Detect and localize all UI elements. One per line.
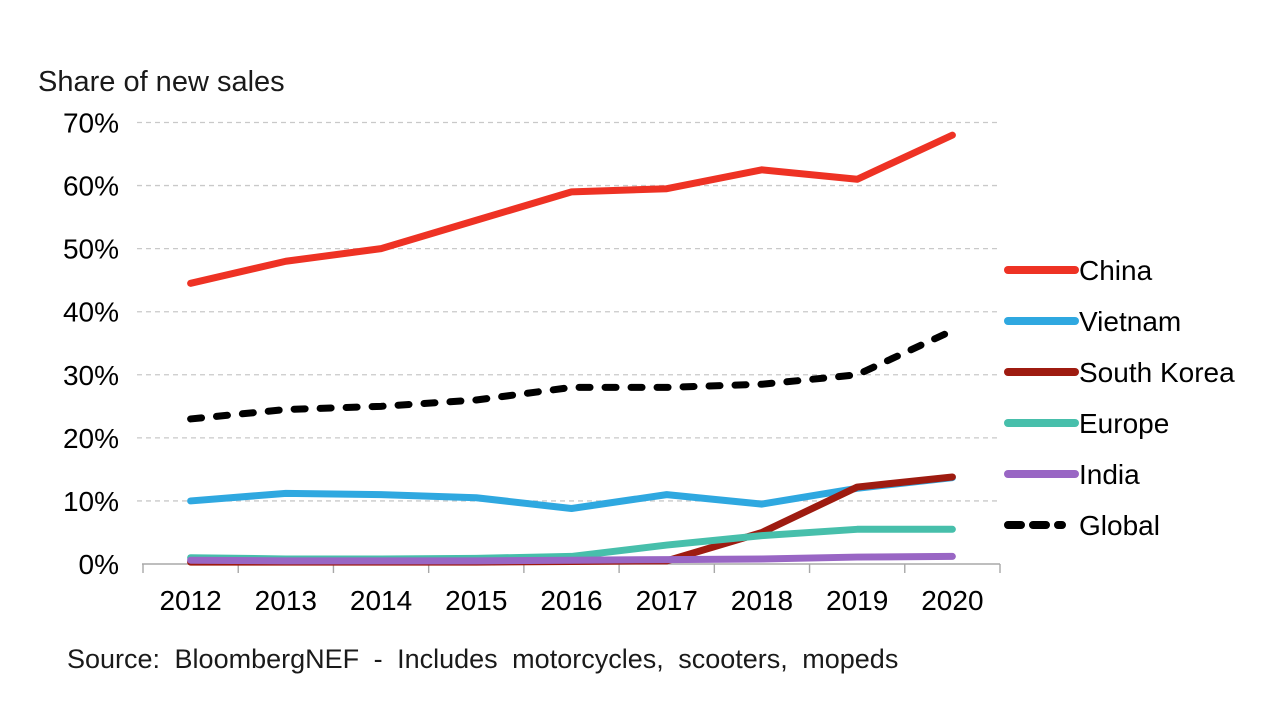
- y-axis-label-0: 0%: [79, 549, 119, 580]
- y-axis-label-30: 30%: [63, 360, 119, 391]
- series-line-vietnam: [187, 474, 956, 512]
- legend-label-europe: Europe: [1079, 408, 1169, 439]
- series-line-global: [187, 327, 956, 423]
- chart-title: Share of new sales: [38, 66, 285, 98]
- x-axis-label-2015: 2015: [445, 585, 507, 616]
- gridlines: [137, 121, 1000, 502]
- legend-item-global: Global: [1004, 510, 1160, 541]
- x-axis-label-2016: 2016: [540, 585, 602, 616]
- x-axis-label-2017: 2017: [636, 585, 698, 616]
- x-axis-label-2020: 2020: [921, 585, 983, 616]
- legend-item-china: China: [1004, 255, 1153, 286]
- x-axis-label-2014: 2014: [350, 585, 412, 616]
- x-axis-label-2012: 2012: [159, 585, 221, 616]
- x-axis-label-2019: 2019: [826, 585, 888, 616]
- series-line-china: [187, 131, 956, 287]
- y-axis-label-40: 40%: [63, 297, 119, 328]
- legend-label-global: Global: [1079, 510, 1160, 541]
- legend-item-india: India: [1004, 459, 1140, 490]
- legend-item-vietnam: Vietnam: [1004, 306, 1181, 337]
- y-axis-label-10: 10%: [63, 486, 119, 517]
- legend-label-vietnam: Vietnam: [1079, 306, 1181, 337]
- y-axis-label-20: 20%: [63, 423, 119, 454]
- legend-label-china: China: [1079, 255, 1153, 286]
- y-axis-label-50: 50%: [63, 234, 119, 265]
- x-axis-label-2013: 2013: [255, 585, 317, 616]
- legend-item-south-korea: South Korea: [1004, 357, 1235, 388]
- legend-label-south-korea: South Korea: [1079, 357, 1235, 388]
- y-axis-label-60: 60%: [63, 171, 119, 202]
- x-axis-label-2018: 2018: [731, 585, 793, 616]
- source-note: Source: BloombergNEF - Includes motorcyc…: [67, 644, 899, 674]
- series-line-india: [187, 552, 956, 565]
- legend-label-india: India: [1079, 459, 1140, 490]
- y-axis-label-70: 70%: [63, 108, 119, 139]
- legend-item-europe: Europe: [1004, 408, 1169, 439]
